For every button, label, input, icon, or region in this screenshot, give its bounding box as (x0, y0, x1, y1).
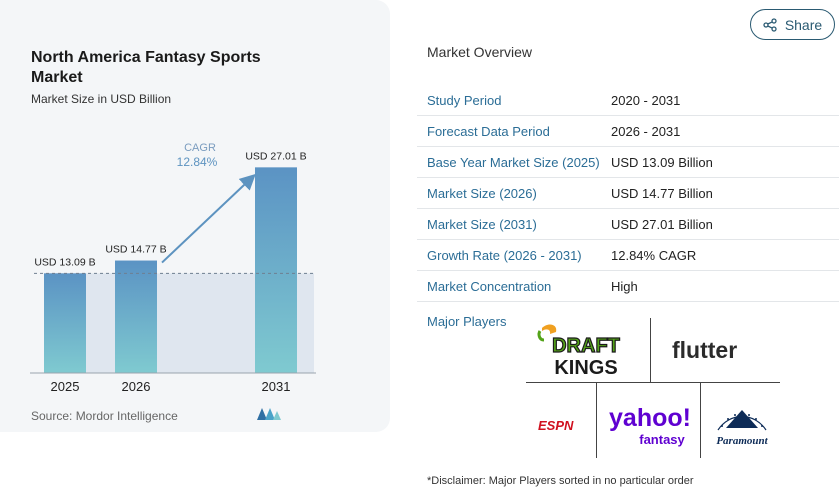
x-tick-label: 2026 (122, 379, 151, 394)
overview-row-forecast-period: Forecast Data Period 2026 - 2031 (417, 116, 839, 147)
overview-label: Market Size (2031) (427, 216, 537, 232)
chart-bar-2026 (115, 260, 157, 373)
x-tick-label: 2025 (51, 379, 80, 394)
chart-source: Source: Mordor Intelligence (31, 409, 178, 423)
espn-logo: ESPN (538, 418, 574, 433)
chart-bar-2031 (255, 167, 297, 373)
share-icon (763, 17, 777, 32)
yahoo-logo-text: yahoo! (609, 404, 691, 432)
overview-row-size-2026: Market Size (2026) USD 14.77 Billion (417, 178, 839, 209)
cagr-value: 12.84% (177, 155, 218, 169)
overview-value: 2020 - 2031 (611, 92, 681, 108)
bar-data-label: USD 27.01 B (245, 150, 306, 162)
major-players-label: Major Players (427, 314, 507, 329)
grid-divider (526, 382, 780, 383)
yahoo-fantasy-subtext: fantasy (639, 432, 685, 447)
draftkings-logo-text-top: DRAFT (552, 335, 620, 357)
paramount-logo-text: Paramount (716, 435, 768, 447)
bar-data-label: USD 13.09 B (34, 256, 95, 268)
cagr-label: CAGR (184, 142, 216, 154)
market-overview-title: Market Overview (427, 44, 533, 60)
overview-label: Market Size (2026) (427, 185, 537, 201)
chart-subtitle: Market Size in USD Billion (31, 92, 172, 106)
grid-divider (700, 382, 701, 458)
overview-value: High (611, 278, 638, 294)
overview-label: Study Period (427, 92, 502, 108)
overview-value: USD 14.77 Billion (611, 185, 713, 201)
chart-bar-2025 (44, 273, 86, 373)
mordor-intelligence-logo-icon (257, 408, 281, 420)
overview-row-base-year-size: Base Year Market Size (2025) USD 13.09 B… (417, 147, 839, 178)
market-size-chart-card: North America Fantasy Sports Market Mark… (0, 0, 390, 432)
overview-row-growth-rate: Growth Rate (2026 - 2031) 12.84% CAGR (417, 240, 839, 271)
yahoo-fantasy-logo: yahoo! fantasy (609, 404, 691, 447)
x-tick-label: 2031 (262, 379, 291, 394)
overview-label: Market Concentration (427, 278, 552, 294)
chart-title: North America Fantasy Sports Market (31, 49, 261, 86)
grid-divider (650, 318, 651, 382)
share-button[interactable]: Share (750, 9, 835, 40)
paramount-logo: Paramount (716, 410, 769, 447)
bar-chart: USD 13.09 B 2025 USD 14.77 B 2026 USD 27.01 … (30, 142, 316, 394)
disclaimer-text: *Disclaimer: Major Players sorted in no … (427, 475, 694, 487)
overview-label: Forecast Data Period (427, 123, 550, 139)
overview-value: USD 27.01 Billion (611, 216, 713, 232)
cagr-arrow (161, 173, 256, 264)
flutter-logo-text: flutter (672, 337, 737, 363)
market-overview-table: Study Period 2020 - 2031 Forecast Data P… (417, 85, 839, 302)
grid-divider (596, 382, 597, 458)
overview-row-concentration: Market Concentration High (417, 271, 839, 302)
overview-value: 2026 - 2031 (611, 123, 681, 139)
flutter-logo: flutter (672, 337, 737, 363)
draftkings-logo: DRAFT KINGS (537, 324, 620, 379)
draftkings-logo-text-bottom: KINGS (554, 357, 617, 379)
overview-value: 12.84% CAGR (611, 247, 697, 263)
bar-data-label: USD 14.77 B (105, 244, 166, 256)
overview-row-study-period: Study Period 2020 - 2031 (417, 85, 839, 116)
overview-label: Growth Rate (2026 - 2031) (427, 247, 582, 263)
overview-label: Base Year Market Size (2025) (427, 154, 600, 170)
share-label: Share (784, 16, 823, 33)
overview-value: USD 13.09 Billion (611, 154, 713, 170)
major-players-logo-grid: DRAFT KINGS flutter ESPN yahoo! fantasy … (520, 318, 780, 458)
espn-logo-text: ESPN (538, 418, 574, 433)
overview-row-size-2031: Market Size (2031) USD 27.01 Billion (417, 209, 839, 240)
